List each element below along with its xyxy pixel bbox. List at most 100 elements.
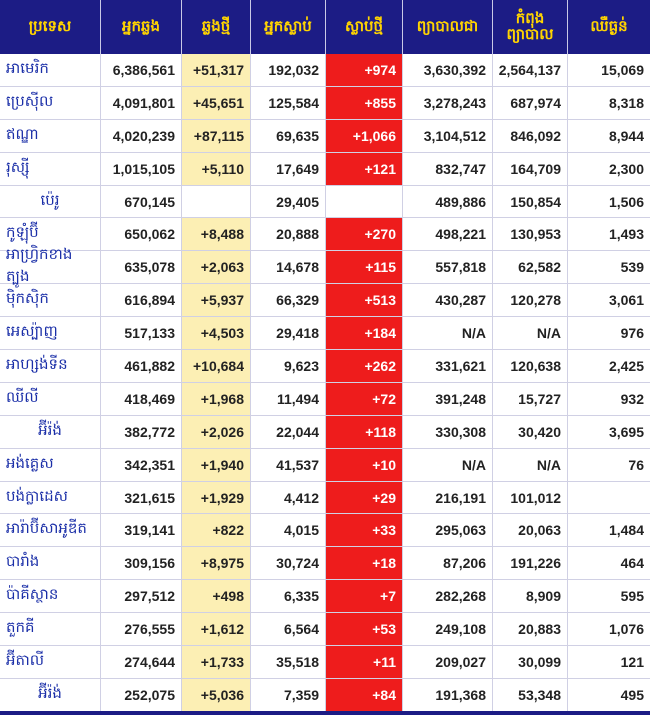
country-cell: អារ៉ាប៊ីសាអូឌីត [0,514,101,548]
total-cases-cell: 650,062 [101,218,182,252]
recovered-cell: 498,221 [403,218,493,252]
total-deaths-cell: 41,537 [251,448,326,482]
critical-cell: 932 [568,383,650,416]
new-cases-cell: +5,110 [182,152,251,186]
header-new-deaths: ស្លាប់ថ្មី [326,0,403,54]
critical-cell: 976 [568,317,650,351]
critical-cell: 15,069 [568,54,650,87]
active-cell: 30,420 [493,415,568,449]
recovered-cell: 331,621 [403,350,493,383]
country-cell: អង់គ្លេស [0,448,101,482]
new-cases-cell: +498 [182,580,251,614]
total-deaths-cell: 66,329 [251,284,326,318]
table-row: ម៉ិកស៊ិក 616,894 +5,937 66,329 +513 430,287 12… [0,284,650,318]
total-cases-cell: 321,615 [101,481,182,515]
active-cell: 120,638 [493,350,568,383]
new-deaths-cell [326,185,403,219]
total-cases-cell: 309,156 [101,547,182,581]
new-cases-cell: +1,940 [182,448,251,482]
new-deaths-cell: +18 [326,547,403,581]
active-cell: 15,727 [493,382,568,416]
new-cases-cell: +4,503 [182,317,251,351]
total-cases-cell: 382,772 [101,415,182,449]
critical-cell: 121 [568,646,650,679]
country-cell: តួកគី [0,613,101,647]
critical-cell: 1,484 [568,514,650,548]
total-cases-cell: 635,078 [101,251,182,285]
new-deaths-cell: +974 [326,54,403,87]
table-row: រុស្ស៊ី 1,015,105 +5,110 17,649 +121 832,747 1… [0,152,650,186]
recovered-cell: 430,287 [403,284,493,318]
critical-cell: 2,425 [568,350,650,383]
total-deaths-cell: 17,649 [251,152,326,186]
total-cases-cell: 1,015,105 [101,152,182,186]
table-row: អង់គ្លេស 342,351 +1,940 41,537 +10 N/A N/A 76 [0,448,650,482]
active-cell: 101,012 [493,481,568,515]
total-cases-cell: 319,141 [101,514,182,548]
critical-cell: 464 [568,547,650,581]
table-row: កូឡុំប៊ី 650,062 +8,488 20,888 +270 498,221 13… [0,218,650,252]
new-deaths-cell: +121 [326,152,403,186]
table-row: អាហ្សង់ទីន 461,882 +10,684 9,623 +262 331,621… [0,350,650,383]
table-row: ឈីលី 418,469 +1,968 11,494 +72 391,248 15,727 9… [0,382,650,416]
total-deaths-cell: 7,359 [251,678,326,712]
new-deaths-cell: +270 [326,218,403,252]
new-cases-cell: +2,026 [182,415,251,449]
new-cases-cell: +1,612 [182,613,251,647]
recovered-cell: 3,104,512 [403,119,493,153]
new-deaths-cell: +33 [326,514,403,548]
critical-cell [568,482,650,515]
total-cases-cell: 517,133 [101,317,182,351]
active-cell: 8,909 [493,580,568,614]
table-body: អាមេរិក 6,386,561 +51,317 192,032 +974 3,630,… [0,54,650,712]
total-deaths-cell: 9,623 [251,350,326,383]
new-cases-cell: +1,733 [182,646,251,679]
recovered-cell: 832,747 [403,152,493,186]
header-critical: ឈឺធ្ងន់ [590,17,628,36]
recovered-cell: 216,191 [403,481,493,515]
total-deaths-cell: 22,044 [251,415,326,449]
new-deaths-cell: +184 [326,317,403,351]
total-cases-cell: 252,075 [101,678,182,712]
table-row: អាមេរិក 6,386,561 +51,317 192,032 +974 3,630,… [0,54,650,87]
new-cases-cell: +51,317 [182,54,251,87]
country-cell: ប៉េរូ [0,185,101,219]
recovered-cell: 3,630,392 [403,54,493,87]
recovered-cell: 87,206 [403,547,493,581]
total-cases-cell: 6,386,561 [101,54,182,87]
recovered-cell: 249,108 [403,613,493,647]
total-deaths-cell: 125,584 [251,86,326,120]
active-cell: 2,564,137 [493,54,568,87]
new-deaths-cell: +262 [326,350,403,383]
new-cases-cell [182,185,251,219]
country-cell: ប្រេស៊ីល [0,86,101,120]
recovered-cell: N/A [403,317,493,351]
new-deaths-cell: +513 [326,284,403,318]
header-total-cases: អ្នកឆ្លង [101,0,182,54]
new-deaths-cell: +53 [326,613,403,647]
total-deaths-cell: 192,032 [251,54,326,87]
table-row: អ៊ីរ៉ង់ 252,075 +5,036 7,359 +84 191,368 53,34… [0,678,650,712]
recovered-cell: 489,886 [403,185,493,219]
new-cases-cell: +1,968 [182,382,251,416]
country-cell: បង់ក្លាដេស [0,481,101,515]
critical-cell: 495 [568,679,650,712]
total-deaths-cell: 30,724 [251,547,326,581]
total-cases-cell: 4,020,239 [101,119,182,153]
total-deaths-cell: 20,888 [251,218,326,252]
table-row: អ៊ីរ៉ង់ 382,772 +2,026 22,044 +118 330,308 30,… [0,415,650,449]
total-deaths-cell: 69,635 [251,119,326,153]
total-cases-cell: 276,555 [101,613,182,647]
new-cases-cell: +10,684 [182,350,251,383]
active-cell: 62,582 [493,251,568,285]
recovered-cell: 295,063 [403,514,493,548]
active-cell: 191,226 [493,547,568,581]
country-cell: អ៊ីតាលី [0,646,101,679]
active-cell: 846,092 [493,119,568,153]
active-cell: 20,063 [493,514,568,548]
table-row: បារាំង 309,156 +8,975 30,724 +18 87,206 191,22… [0,547,650,581]
table-row: តួកគី 276,555 +1,612 6,564 +53 249,108 20,883 1… [0,613,650,647]
total-deaths-cell: 29,418 [251,317,326,351]
new-deaths-cell: +855 [326,86,403,120]
total-cases-cell: 274,644 [101,646,182,679]
